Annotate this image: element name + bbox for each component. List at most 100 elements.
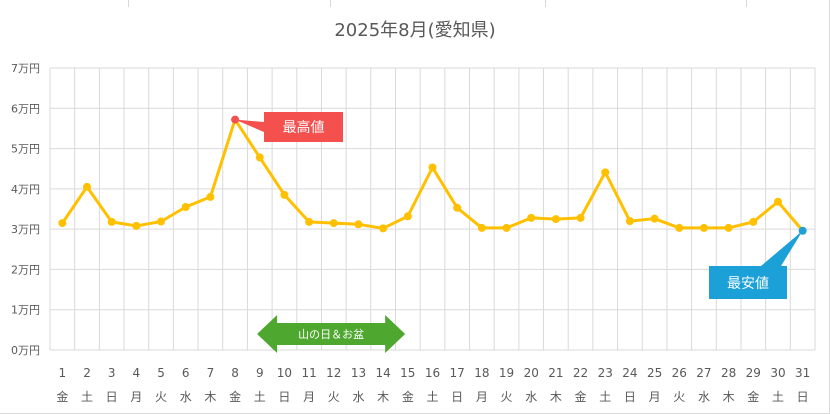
y-tick-label: 3万円 [11, 223, 40, 236]
x-tick-label: 20 [524, 366, 539, 380]
data-point [403, 212, 412, 221]
data-point [83, 182, 92, 191]
min-callout-label: 最安値 [727, 276, 769, 292]
x-tick-label: 25 [647, 366, 662, 380]
x-tick-label: 27 [696, 366, 711, 380]
data-point [453, 203, 462, 212]
x-weekday-label: 金 [402, 389, 414, 404]
x-tick-label: 30 [770, 366, 785, 380]
y-tick-label: 6万円 [11, 102, 40, 115]
x-tick-label: 7 [207, 366, 215, 380]
data-point [527, 213, 536, 222]
y-tick-label: 5万円 [11, 143, 40, 156]
x-weekday-label: 木 [723, 390, 735, 404]
x-weekday-label: 木 [204, 390, 216, 404]
data-point [58, 219, 67, 228]
period-arrow [257, 315, 406, 353]
x-weekday-label: 日 [797, 390, 809, 404]
x-tick-label: 5 [157, 366, 165, 380]
y-tick-label: 4万円 [11, 183, 40, 196]
x-weekday-label: 火 [501, 390, 513, 404]
x-weekday-label: 金 [56, 389, 68, 404]
x-weekday-label: 日 [278, 390, 290, 404]
x-tick-label: 21 [548, 366, 563, 380]
data-point [502, 223, 511, 232]
min-callout-box [709, 266, 787, 299]
x-weekday-label: 木 [377, 390, 389, 404]
x-tick-label: 2 [83, 366, 91, 380]
x-weekday-label: 火 [328, 390, 340, 404]
min-callout-pointer [761, 230, 803, 266]
data-point [576, 213, 585, 222]
x-weekday-label: 土 [772, 390, 784, 404]
x-weekday-label: 土 [81, 390, 93, 404]
data-point [699, 223, 708, 232]
y-tick-label: 0万円 [11, 344, 40, 357]
x-tick-label: 3 [108, 366, 116, 380]
data-point [132, 221, 141, 230]
data-point [157, 217, 166, 226]
x-weekday-label: 水 [180, 390, 192, 404]
x-weekday-label: 金 [229, 389, 241, 404]
x-tick-label: 10 [277, 366, 292, 380]
data-point [650, 214, 659, 223]
x-tick-label: 9 [256, 366, 264, 380]
x-tick-label: 13 [351, 366, 366, 380]
max-callout-pointer [235, 119, 264, 132]
x-weekday-label: 月 [130, 390, 142, 404]
x-weekday-label: 水 [698, 390, 710, 404]
data-point [255, 153, 264, 162]
x-tick-label: 15 [400, 366, 415, 380]
y-tick-label: 2万円 [11, 263, 40, 276]
data-point [181, 202, 190, 211]
x-weekday-label: 火 [673, 390, 685, 404]
x-tick-label: 12 [326, 366, 341, 380]
x-weekday-label: 土 [426, 390, 438, 404]
x-tick-label: 18 [474, 366, 489, 380]
x-weekday-label: 水 [525, 390, 537, 404]
data-point [675, 223, 684, 232]
x-tick-label: 31 [795, 366, 810, 380]
data-point [428, 163, 437, 172]
max-callout-label: 最高値 [283, 119, 325, 136]
data-point [305, 217, 314, 226]
x-tick-label: 22 [573, 366, 588, 380]
x-tick-label: 19 [499, 366, 514, 380]
data-point [477, 223, 486, 232]
data-point [329, 219, 338, 228]
data-point [280, 190, 289, 199]
x-tick-label: 14 [376, 366, 391, 380]
x-weekday-label: 金 [575, 389, 587, 404]
top-border-ticks [0, 0, 830, 8]
data-point [354, 220, 363, 229]
data-point [625, 217, 634, 226]
y-tick-label: 1万円 [11, 304, 40, 317]
chart-title: 2025年8月(愛知県) [334, 20, 496, 41]
data-point [601, 168, 610, 177]
period-arrow-label: 山の日＆お盆 [298, 327, 364, 341]
x-tick-label: 29 [746, 366, 761, 380]
x-weekday-label: 木 [550, 390, 562, 404]
data-point [551, 215, 560, 224]
x-weekday-label: 月 [303, 390, 315, 404]
y-tick-label: 7万円 [11, 62, 40, 75]
x-tick-label: 1 [59, 366, 67, 380]
data-point [749, 217, 758, 226]
x-tick-label: 28 [721, 366, 736, 380]
x-tick-label: 24 [622, 366, 637, 380]
data-point [724, 223, 733, 232]
x-tick-label: 6 [182, 366, 190, 380]
x-weekday-label: 日 [451, 390, 463, 404]
x-weekday-label: 土 [254, 390, 266, 404]
x-tick-label: 11 [301, 366, 316, 380]
x-weekday-label: 金 [747, 389, 759, 404]
max-callout-box [264, 112, 343, 142]
data-point [107, 217, 116, 226]
x-tick-label: 4 [133, 366, 141, 380]
data-point [206, 192, 215, 201]
x-tick-label: 17 [450, 366, 465, 380]
x-tick-label: 16 [425, 366, 440, 380]
data-point [773, 197, 782, 206]
x-weekday-label: 月 [476, 390, 488, 404]
